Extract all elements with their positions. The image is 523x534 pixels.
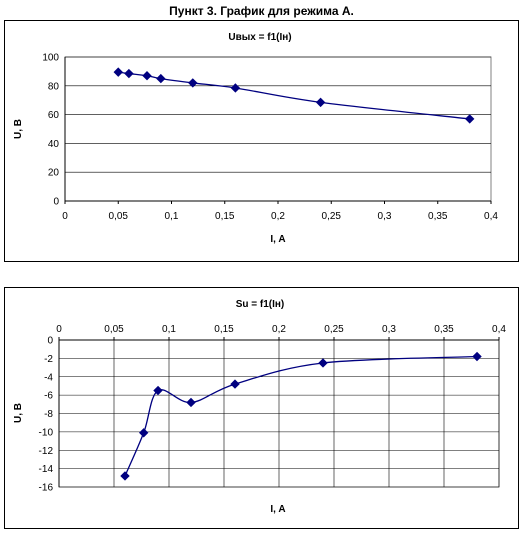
x-tick-label: 0,35 xyxy=(434,324,454,335)
y-axis-title: U, B xyxy=(13,403,24,423)
y-tick-label: 40 xyxy=(48,139,60,150)
data-point-marker xyxy=(113,67,123,77)
series-line xyxy=(124,355,478,477)
x-tick-label: 0,05 xyxy=(109,211,129,222)
x-tick-label: 0 xyxy=(56,324,62,335)
plot-area xyxy=(64,56,492,202)
x-tick-label: 0,3 xyxy=(378,211,392,222)
x-tick-label: 0,1 xyxy=(162,324,176,335)
y-tick-label: 80 xyxy=(48,81,60,92)
y-tick-label: -14 xyxy=(39,464,54,475)
chart-su: -16 -14 -12 -10 -8 -6 -4 -2 00 0,05 0,1 0,15 0,2 0,25… xyxy=(13,299,506,515)
y-tick-label: 100 xyxy=(42,53,59,64)
x-tick-label: 0,15 xyxy=(215,211,235,222)
data-point-marker xyxy=(472,351,482,362)
data-point-marker xyxy=(120,471,130,481)
chart-title: Su = f1(Iн) xyxy=(236,299,285,310)
chart-panel-output-voltage: 0 20 40 60 80 100 0 0,05 0,1 0,15 0,2 0,25 0,3 0,35 0,… xyxy=(4,20,519,262)
x-tick-label: 0,15 xyxy=(214,324,234,335)
data-point-marker xyxy=(230,379,240,389)
y-tick-label: 60 xyxy=(48,110,60,121)
y-tick-label: 0 xyxy=(53,197,59,208)
y-tick-label: -6 xyxy=(44,391,53,402)
x-tick-label: 0,05 xyxy=(104,324,124,335)
x-tick-label: 0,1 xyxy=(165,211,179,222)
data-point-marker xyxy=(318,358,328,368)
y-tick-label: -12 xyxy=(39,446,54,457)
x-tick-label: 0,2 xyxy=(271,211,285,222)
x-tick-label: 0,4 xyxy=(484,211,498,222)
y-tick-label: -10 xyxy=(39,427,54,438)
x-tick-label: 0,35 xyxy=(428,211,448,222)
y-tick-label: -8 xyxy=(44,409,53,420)
data-point-marker xyxy=(142,71,152,81)
y-tick-label: -16 xyxy=(39,483,54,494)
data-point-marker xyxy=(186,397,196,408)
y-tick-label: -2 xyxy=(44,354,53,365)
x-tick-label: 0 xyxy=(62,211,68,222)
x-tick-label: 0,2 xyxy=(272,324,286,335)
page-title: Пункт 3. График для режима А. xyxy=(169,4,354,18)
x-axis-title: I, A xyxy=(270,504,285,515)
y-tick-label: 0 xyxy=(47,336,53,347)
data-point-marker xyxy=(138,428,149,438)
data-point-marker xyxy=(230,83,241,93)
data-point-marker xyxy=(156,73,166,84)
x-tick-label: 0,3 xyxy=(382,324,396,335)
chart-title: Uвых = f1(Iн) xyxy=(228,32,291,43)
x-tick-label: 0,4 xyxy=(492,324,506,335)
y-tick-label: 20 xyxy=(48,168,60,179)
data-point-marker xyxy=(153,385,163,396)
data-point-marker xyxy=(124,68,134,79)
chart-output-voltage: 0 20 40 60 80 100 0 0,05 0,1 0,15 0,2 0,25 0,3 0,35 0,… xyxy=(13,32,498,245)
data-point-marker xyxy=(464,114,475,124)
y-tick-label: -4 xyxy=(44,372,53,383)
x-axis-title: I, A xyxy=(270,234,285,245)
chart-panel-su: -16 -14 -12 -10 -8 -6 -4 -2 0 0 0,05 0,1 0,15 0,2 0,25… xyxy=(4,287,519,529)
series-line xyxy=(118,71,470,120)
data-point-marker xyxy=(315,97,326,108)
data-point-marker xyxy=(188,78,198,88)
x-tick-label: 0,25 xyxy=(322,211,342,222)
y-axis-title: U, B xyxy=(13,119,24,139)
x-tick-label: 0,25 xyxy=(324,324,344,335)
